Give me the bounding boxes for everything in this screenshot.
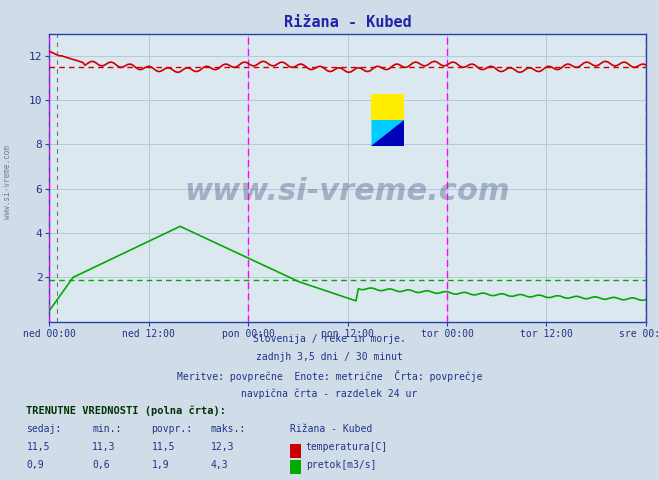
Text: 11,5: 11,5 xyxy=(152,442,175,452)
Polygon shape xyxy=(372,120,404,146)
Text: TRENUTNE VREDNOSTI (polna črta):: TRENUTNE VREDNOSTI (polna črta): xyxy=(26,406,226,416)
Text: sedaj:: sedaj: xyxy=(26,424,61,434)
Text: maks.:: maks.: xyxy=(211,424,246,434)
Title: Rižana - Kubed: Rižana - Kubed xyxy=(284,15,411,30)
Text: www.si-vreme.com: www.si-vreme.com xyxy=(3,145,12,219)
Text: 12,3: 12,3 xyxy=(211,442,235,452)
Text: Rižana - Kubed: Rižana - Kubed xyxy=(290,424,372,434)
Text: navpična črta - razdelek 24 ur: navpična črta - razdelek 24 ur xyxy=(241,388,418,399)
Text: temperatura[C]: temperatura[C] xyxy=(306,442,388,452)
Text: 0,9: 0,9 xyxy=(26,460,44,470)
Text: Meritve: povprečne  Enote: metrične  Črta: povprečje: Meritve: povprečne Enote: metrične Črta:… xyxy=(177,370,482,382)
Text: 4,3: 4,3 xyxy=(211,460,229,470)
Text: pretok[m3/s]: pretok[m3/s] xyxy=(306,460,376,470)
Text: Slovenija / reke in morje.: Slovenija / reke in morje. xyxy=(253,334,406,344)
Polygon shape xyxy=(372,120,404,146)
Text: 11,3: 11,3 xyxy=(92,442,116,452)
Text: 1,9: 1,9 xyxy=(152,460,169,470)
Text: zadnjh 3,5 dni / 30 minut: zadnjh 3,5 dni / 30 minut xyxy=(256,352,403,362)
Text: 11,5: 11,5 xyxy=(26,442,50,452)
Text: min.:: min.: xyxy=(92,424,122,434)
Text: www.si-vreme.com: www.si-vreme.com xyxy=(185,178,511,206)
Text: 0,6: 0,6 xyxy=(92,460,110,470)
Text: povpr.:: povpr.: xyxy=(152,424,192,434)
Polygon shape xyxy=(372,94,404,120)
